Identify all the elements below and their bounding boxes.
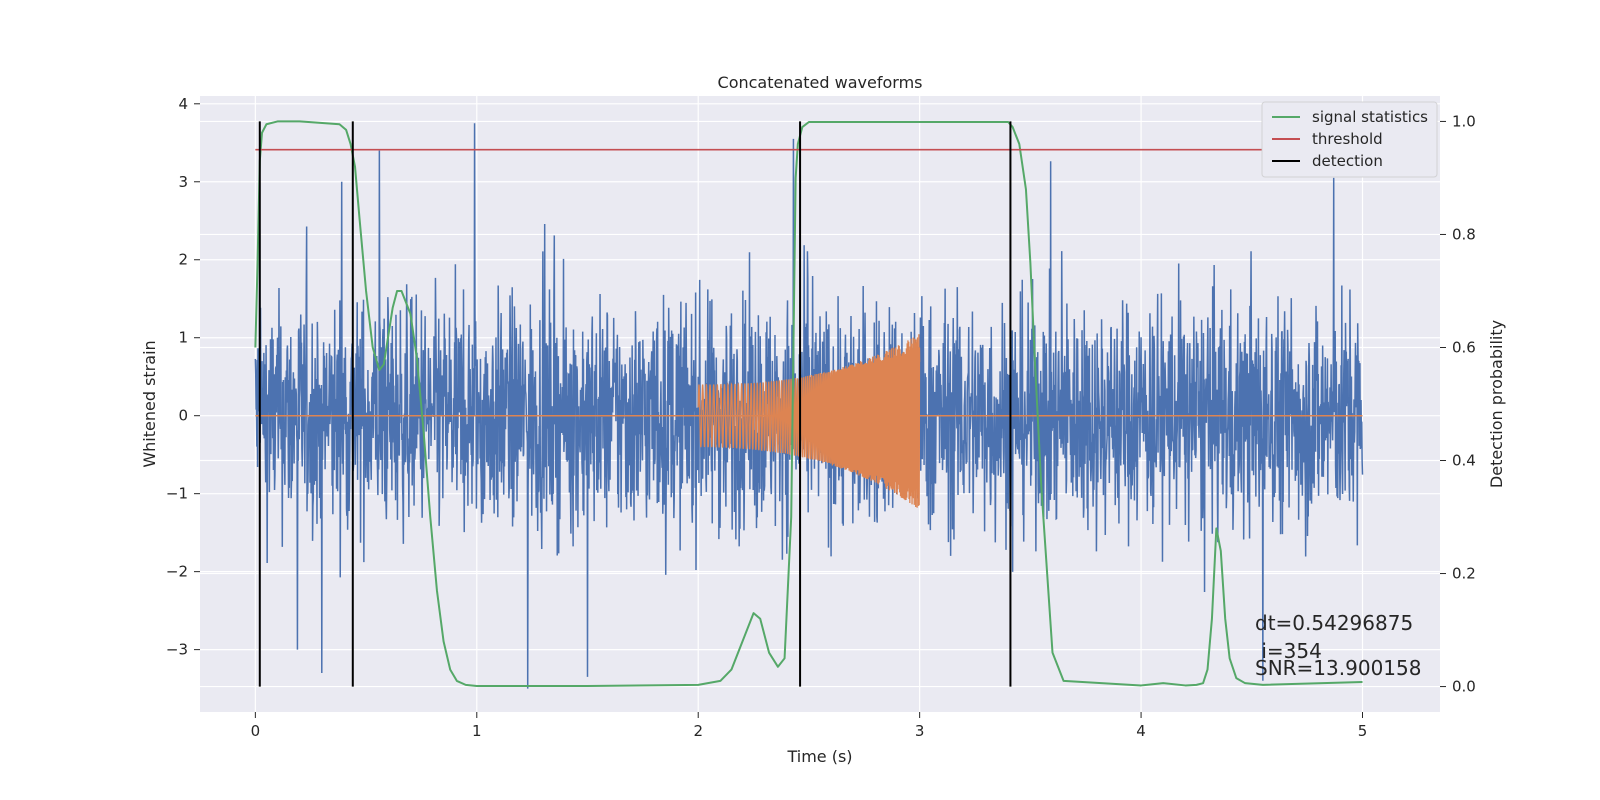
annotation-dt: dt=0.54296875 — [1255, 611, 1413, 635]
y-tick-label: 1 — [178, 329, 188, 347]
y2-tick-label: 0.0 — [1452, 678, 1476, 696]
x-tick-label: 5 — [1358, 722, 1368, 740]
chart-title: Concatenated waveforms — [718, 73, 923, 92]
y2-tick-label: 1.0 — [1452, 112, 1476, 130]
y-tick-label: −1 — [166, 485, 188, 503]
legend-label-detection: detection — [1312, 152, 1383, 170]
probability-series — [254, 120, 1374, 687]
legend-label-signal: signal statistics — [1312, 108, 1428, 126]
x-tick-label: 2 — [693, 722, 703, 740]
y2-axis-label: Detection probability — [1487, 320, 1506, 488]
x-tick-label: 0 — [251, 722, 261, 740]
injection-series — [697, 334, 921, 508]
annotation-i: i=354 — [1255, 639, 1322, 663]
x-tick-label: 3 — [915, 722, 925, 740]
x-tick-label: 1 — [472, 722, 482, 740]
y2-tick-label: 0.8 — [1452, 225, 1476, 243]
ticks: 0 1 2 3 4 5 −3 −2 −1 0 1 2 3 4 0.0 0.2 0.4 0.6 0.8 1.0 — [166, 95, 1476, 740]
y2-tick-label: 0.6 — [1452, 338, 1476, 356]
y2-tick-label: 0.2 — [1452, 565, 1476, 583]
legend: signal statistics threshold detection — [1261, 101, 1438, 178]
y-tick-label: 0 — [178, 407, 188, 425]
y-axis-label: Whitened strain — [140, 340, 159, 467]
y2-tick-label: 0.4 — [1452, 452, 1476, 470]
y-tick-label: −3 — [166, 641, 188, 659]
signal-statistics-line — [254, 120, 1363, 687]
x-axis-label: Time (s) — [786, 747, 852, 766]
y-tick-label: 3 — [178, 173, 188, 191]
annotation-snr: SNR=13.900158 — [1255, 656, 1421, 680]
x-tick-label: 4 — [1136, 722, 1146, 740]
y-tick-label: −2 — [166, 563, 188, 581]
legend-box — [1261, 101, 1438, 178]
legend-label-threshold: threshold — [1312, 130, 1383, 148]
y-tick-label: 2 — [178, 251, 188, 269]
y-tick-label: 4 — [178, 95, 188, 113]
